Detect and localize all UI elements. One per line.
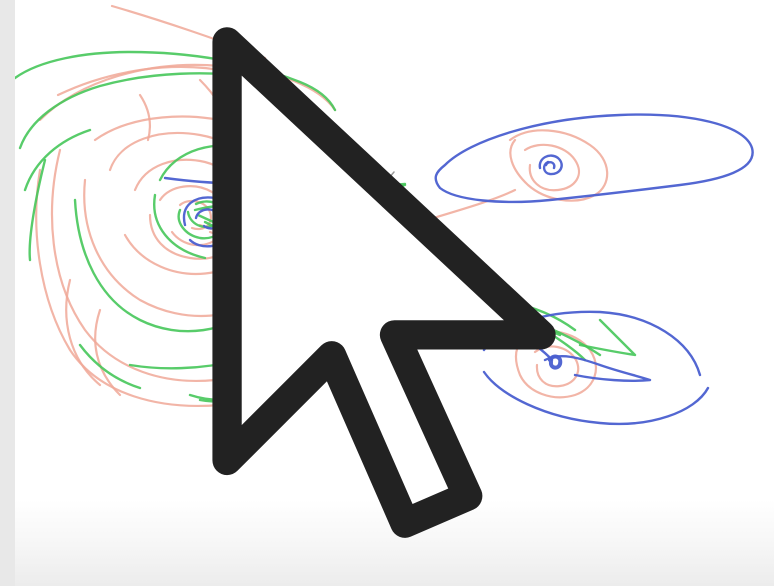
mouse-pointer-icon: [212, 27, 556, 538]
drawing-canvas[interactable]: [15, 0, 774, 586]
left-gutter: [0, 0, 15, 586]
